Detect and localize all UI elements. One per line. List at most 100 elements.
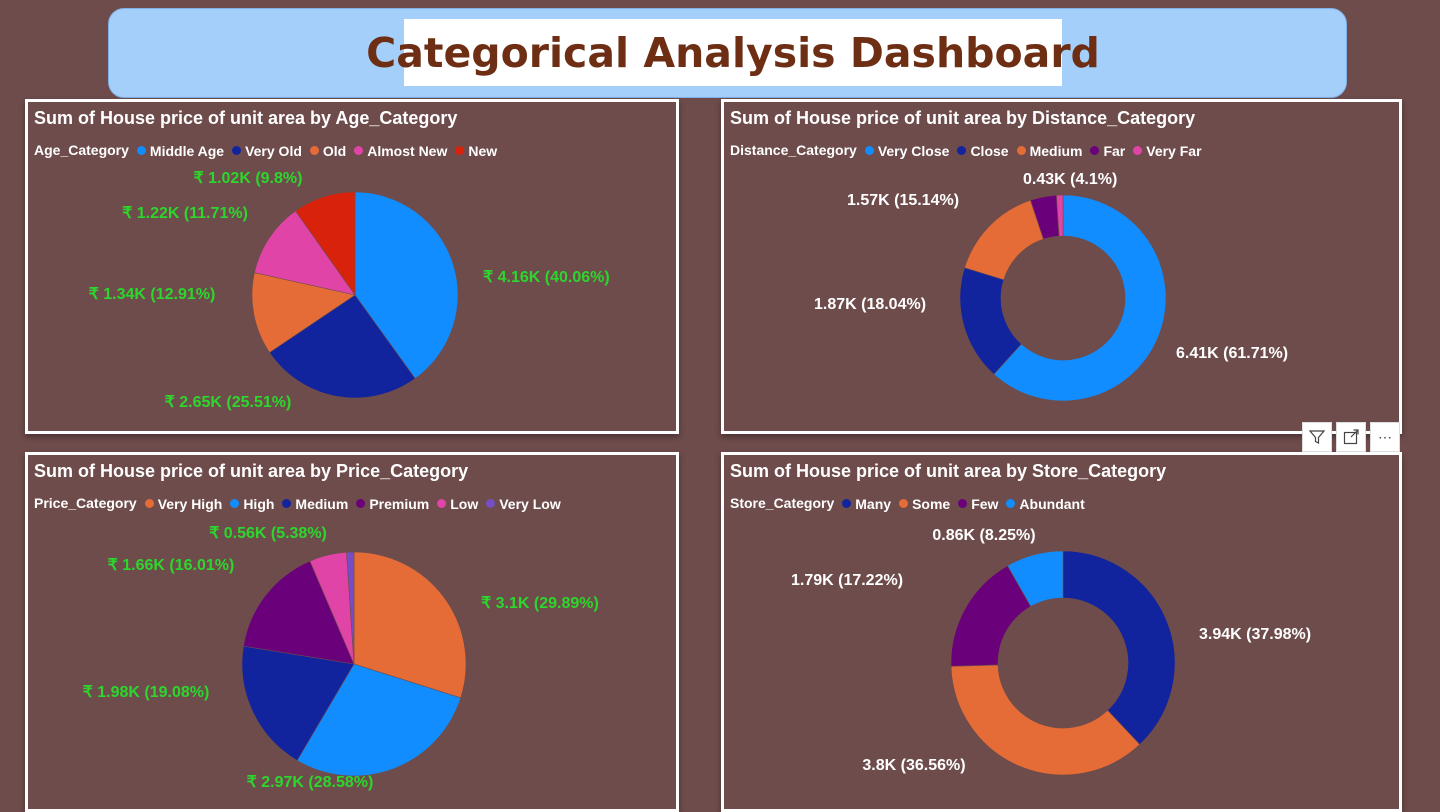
slice-medium[interactable] [964, 199, 1044, 281]
data-label: ₹ 3.1K (29.89%) [481, 595, 599, 612]
legend-label: Very Close [877, 142, 950, 159]
legend-item[interactable]: Medium [1016, 143, 1082, 159]
page-title: Categorical Analysis Dashboard [366, 28, 1100, 77]
slice-almost-new[interactable] [254, 210, 356, 296]
legend-items: Very Close Close Medium Far Very Far [857, 142, 1202, 159]
store-category-donut-chart: 3.94K (37.98%) 3.8K (36.56%) 1.79K (17.22%… [791, 527, 1311, 776]
legend-title: Distance_Category [730, 142, 857, 159]
legend-items: Many Some Few Abundant [834, 495, 1085, 512]
data-label: ₹ 4.16K (40.06%) [483, 269, 610, 286]
legend-item[interactable]: Premium [356, 496, 429, 512]
focus-mode-icon[interactable] [1336, 422, 1366, 452]
legend-item[interactable]: Far [1090, 143, 1125, 159]
slice-very-old[interactable] [269, 294, 416, 399]
legend-title: Age_Category [34, 142, 129, 159]
legend-item[interactable]: Few [958, 496, 998, 512]
legend-item[interactable]: High [230, 496, 274, 512]
legend-label: Far [1103, 142, 1126, 159]
slice-many[interactable] [1062, 550, 1176, 745]
legend-item[interactable]: Close [957, 142, 1009, 159]
legend-marker [232, 146, 242, 155]
legend-item[interactable]: Middle Age [136, 142, 225, 159]
legend-label: Medium [295, 495, 349, 512]
legend-item[interactable]: Old [309, 143, 346, 159]
legend-item[interactable]: Abundant [1006, 495, 1085, 512]
filter-icon[interactable] [1302, 422, 1332, 452]
legend-item[interactable]: Almost New [354, 143, 447, 159]
store-category-chart-panel[interactable]: Sum of House price of unit area by Store… [721, 452, 1402, 812]
slice-very-high[interactable] [353, 551, 467, 699]
slice-abundant[interactable] [1007, 550, 1064, 607]
chart-title: Sum of House price of unit area by Store… [730, 461, 1167, 481]
legend-marker [842, 499, 852, 508]
more-options-icon[interactable]: ⋯ [1370, 422, 1400, 452]
legend-marker [864, 146, 874, 155]
slice-very-far[interactable] [1056, 194, 1064, 237]
legend-marker [1090, 146, 1100, 155]
legend-items: Middle Age Very Old Old Almost New New [129, 142, 497, 159]
distance-category-chart-panel[interactable]: Sum of House price of unit area by Dista… [721, 99, 1402, 434]
chart-legend: Store_Category Many Some Few Abundant [730, 495, 1085, 512]
slice-some[interactable] [950, 664, 1141, 776]
legend-items: Very High High Medium Premium Low Very Low [137, 495, 561, 512]
legend-item[interactable]: Low [437, 496, 478, 512]
legend-marker [354, 146, 364, 155]
chart-legend: Price_Category Very High High Medium Premiu… [34, 495, 561, 512]
legend-label: Almost New [367, 142, 448, 159]
data-label: 0.43K (4.1%) [1023, 171, 1117, 188]
legend-marker [1016, 146, 1026, 155]
data-label: ₹ 2.65K (25.51%) [165, 394, 292, 411]
legend-marker [136, 146, 146, 155]
legend-marker [309, 146, 319, 155]
legend-item[interactable]: Very High [144, 496, 222, 512]
page-title-box: Categorical Analysis Dashboard [366, 19, 1100, 86]
chart-legend: Age_Category Middle Age Very Old Old Almost… [34, 142, 497, 159]
legend-label: Close [970, 142, 1009, 159]
visual-header-toolbar: ⋯ [1302, 422, 1400, 452]
legend-item[interactable]: Very Old [232, 143, 302, 159]
legend-marker [437, 499, 447, 508]
data-label: ₹ 2.97K (28.58%) [247, 774, 374, 791]
age-category-pie-chart: ₹ 4.16K (40.06%) ₹ 2.65K (25.51%) ₹ 1.34K … [89, 170, 610, 411]
legend-item[interactable]: Some [899, 496, 950, 512]
legend-label: Abundant [1019, 495, 1085, 512]
slice-premium[interactable] [243, 560, 355, 665]
data-label: 1.87K (18.04%) [814, 296, 926, 313]
legend-marker [230, 499, 240, 508]
legend-marker [1133, 146, 1143, 155]
data-label: ₹ 1.98K (19.08%) [83, 684, 210, 701]
legend-label: High [243, 495, 275, 512]
data-label: 3.8K (36.56%) [862, 757, 965, 774]
legend-marker [486, 499, 496, 508]
chart-title: Sum of House price of unit area by Dista… [730, 108, 1196, 128]
legend-item[interactable]: New [455, 143, 497, 159]
slice-middle-age[interactable] [354, 191, 459, 379]
legend-label: Very Far [1146, 142, 1202, 159]
age-category-chart-panel[interactable]: Sum of House price of unit area by Age_C… [25, 99, 679, 434]
legend-item[interactable]: Many [842, 496, 891, 512]
slice-very-close[interactable] [993, 194, 1167, 402]
slice-medium[interactable] [241, 645, 355, 761]
legend-label: Very Old [245, 142, 302, 159]
chart-legend: Distance_Category Very Close Close Medium F… [730, 142, 1202, 159]
legend-marker [958, 499, 968, 508]
data-label: ₹ 1.22K (11.71%) [122, 205, 248, 222]
slice-very-low[interactable] [346, 551, 355, 665]
data-label: 3.94K (37.98%) [1199, 626, 1311, 643]
legend-title: Store_Category [730, 495, 835, 512]
legend-item[interactable]: Very Low [486, 495, 561, 512]
price-category-pie-chart: ₹ 3.1K (29.89%) ₹ 2.97K (28.58%) ₹ 1.98K (… [83, 525, 599, 791]
slice-high[interactable] [296, 663, 462, 777]
legend-label: Few [971, 495, 999, 512]
price-category-chart-panel[interactable]: Sum of House price of unit area by Price… [25, 452, 679, 812]
legend-item[interactable]: Very Far [1133, 142, 1202, 159]
slice-new[interactable] [295, 191, 356, 296]
slice-old[interactable] [251, 272, 356, 353]
legend-marker [455, 146, 465, 155]
legend-item[interactable]: Medium [282, 496, 348, 512]
chart-title: Sum of House price of unit area by Age_C… [34, 108, 458, 128]
legend-item[interactable]: Very Close [864, 142, 950, 159]
legend-label: Middle Age [149, 142, 225, 159]
legend-label: Very Low [499, 495, 561, 512]
distance-category-donut-chart: 6.41K (61.71%) 1.87K (18.04%) 1.57K (15.14… [814, 171, 1288, 402]
